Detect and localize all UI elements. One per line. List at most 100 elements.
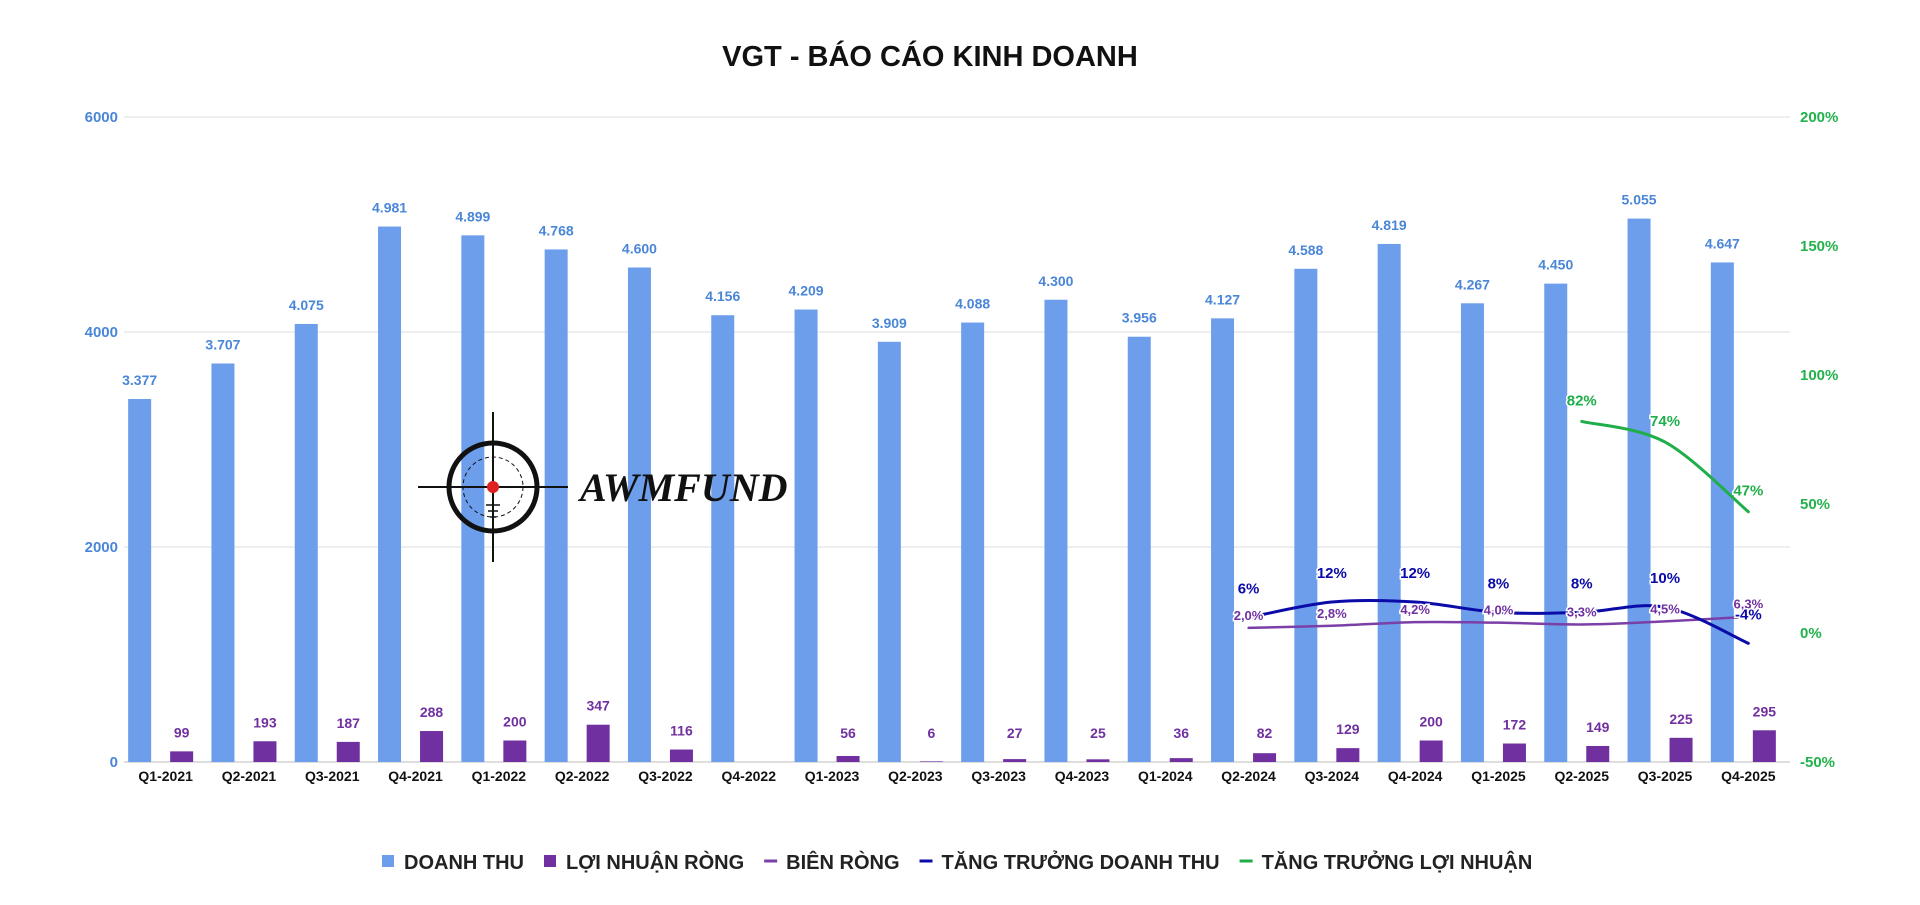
revenue-data-label: 4.209 <box>789 283 824 299</box>
x-tick-label: Q3-2024 <box>1305 768 1360 784</box>
revenue-growth-data-label: -4% <box>1735 606 1762 623</box>
legend-label: LỢI NHUẬN RÒNG <box>566 850 744 874</box>
x-tick-label: Q2-2022 <box>555 768 610 784</box>
net-profit-data-label: 6 <box>927 725 935 741</box>
revenue-bar <box>1044 299 1068 762</box>
net-profit-bar <box>253 741 277 762</box>
y-axis-right: -50% 0% 50% 100% 150% 200% <box>1800 109 1838 771</box>
net-margin-data-label: 2,8% <box>1317 606 1347 621</box>
legend-label: TĂNG TRƯỞNG DOANH THU <box>942 850 1220 874</box>
y-right-tick-label: 100% <box>1800 367 1838 384</box>
net-margin-data-label: 4,5% <box>1650 601 1680 616</box>
revenue-data-label: 4.647 <box>1705 235 1740 251</box>
net-profit-data-label: 149 <box>1586 719 1610 735</box>
y-right-tick-label: 50% <box>1800 496 1830 513</box>
net-profit-data-label: 200 <box>1419 714 1443 730</box>
revenue-growth-data-label: 10% <box>1650 570 1680 587</box>
net-profit-bar <box>170 751 194 762</box>
x-tick-label: Q1-2025 <box>1471 768 1526 784</box>
x-tick-label: Q3-2025 <box>1638 768 1693 784</box>
revenue-data-label: 4.899 <box>455 208 490 224</box>
net-margin-line <box>1247 615 1750 630</box>
revenue-bar <box>211 363 235 762</box>
net-margin-data-label: 6,3% <box>1734 597 1764 612</box>
x-tick-label: Q3-2021 <box>305 768 360 784</box>
legend-label: TĂNG TRƯỞNG LỢI NHUẬN <box>1262 850 1533 874</box>
net-profit-data-label: 187 <box>337 715 361 731</box>
revenue-bar <box>1377 243 1401 762</box>
legend-label: BIÊN RÒNG <box>786 850 899 874</box>
revenue-data-label: 4.088 <box>955 296 990 312</box>
x-tick-label: Q2-2025 <box>1555 768 1610 784</box>
net-profit-data-label: 27 <box>1007 725 1023 741</box>
x-tick-label: Q4-2023 <box>1055 768 1110 784</box>
legend-swatch <box>544 855 556 867</box>
revenue-data-label: 4.981 <box>372 200 407 216</box>
x-tick-label: Q3-2022 <box>638 768 693 784</box>
revenue-bar <box>1294 268 1318 762</box>
revenue-data-label: 4.300 <box>1038 273 1073 289</box>
net-profit-data-label: 129 <box>1336 721 1360 737</box>
revenue-bar <box>1460 303 1484 762</box>
revenue-growth-data-label: 12% <box>1400 565 1430 582</box>
revenue-data-label: 4.267 <box>1455 276 1490 292</box>
net-profit-bar <box>1669 737 1693 762</box>
revenue-data-label: 4.127 <box>1205 291 1240 307</box>
x-tick-label: Q1-2023 <box>805 768 860 784</box>
y-left-tick-label: 2000 <box>85 539 118 556</box>
net-profit-data-label: 295 <box>1753 703 1777 719</box>
net-profit-data-label: 172 <box>1503 717 1527 733</box>
profit-growth-line <box>1580 419 1750 514</box>
y-right-tick-label: 150% <box>1800 238 1838 255</box>
net-profit-data-label: 82 <box>1257 725 1273 741</box>
net-margin-data-label: 2,0% <box>1234 608 1264 623</box>
x-tick-label: Q4-2024 <box>1388 768 1443 784</box>
net-profit-bar <box>336 741 360 762</box>
revenue-data-label: 3.707 <box>205 336 240 352</box>
profit-growth-data-label: 74% <box>1650 413 1680 430</box>
net-profit-bar <box>1336 748 1360 762</box>
net-profit-data-label: 288 <box>420 704 444 720</box>
net-profit-bar <box>1003 759 1027 762</box>
net-profit-data-label: 56 <box>840 725 856 741</box>
x-tick-label: Q2-2024 <box>1221 768 1276 784</box>
revenue-data-label: 4.156 <box>705 288 740 304</box>
net-profit-data-label: 347 <box>586 698 610 714</box>
x-tick-label: Q2-2021 <box>222 768 277 784</box>
bars-layer <box>128 218 1776 763</box>
net-profit-bar <box>919 761 943 762</box>
revenue-bar <box>794 309 818 762</box>
revenue-bar <box>128 398 152 762</box>
x-tick-label: Q1-2021 <box>138 768 193 784</box>
revenue-bar <box>1710 262 1734 762</box>
legend-swatch <box>382 855 394 867</box>
net-profit-data-label: 36 <box>1173 725 1189 741</box>
x-tick-label: Q1-2022 <box>472 768 527 784</box>
crosshair-icon <box>418 412 568 562</box>
revenue-data-label: 4.075 <box>289 297 324 313</box>
revenue-data-label: 4.588 <box>1288 242 1323 258</box>
net-margin-data-label: 3,3% <box>1567 604 1597 619</box>
x-tick-label: Q3-2023 <box>971 768 1026 784</box>
revenue-data-label: 4.450 <box>1538 257 1573 273</box>
revenue-bar <box>877 341 901 762</box>
revenue-bar <box>627 267 651 762</box>
x-tick-label: Q4-2025 <box>1721 768 1776 784</box>
revenue-data-label: 3.909 <box>872 315 907 331</box>
revenue-growth-data-label: 8% <box>1571 575 1593 592</box>
revenue-data-label: 3.956 <box>1122 310 1157 326</box>
revenue-data-label: 4.819 <box>1372 217 1407 233</box>
revenue-growth-line <box>1247 598 1750 645</box>
revenue-bar <box>294 323 318 762</box>
watermark: AWMFUND <box>418 412 787 562</box>
revenue-growth-data-label: 8% <box>1488 575 1510 592</box>
legend-label: DOANH THU <box>404 852 524 874</box>
profit-growth-data-label: 82% <box>1567 392 1597 409</box>
revenue-bar <box>1627 218 1651 762</box>
revenue-bar <box>378 226 402 763</box>
revenue-bar <box>961 322 985 762</box>
revenue-data-label: 5.055 <box>1622 192 1657 208</box>
watermark-text: AWMFUND <box>577 465 787 510</box>
revenue-bar <box>711 315 735 762</box>
